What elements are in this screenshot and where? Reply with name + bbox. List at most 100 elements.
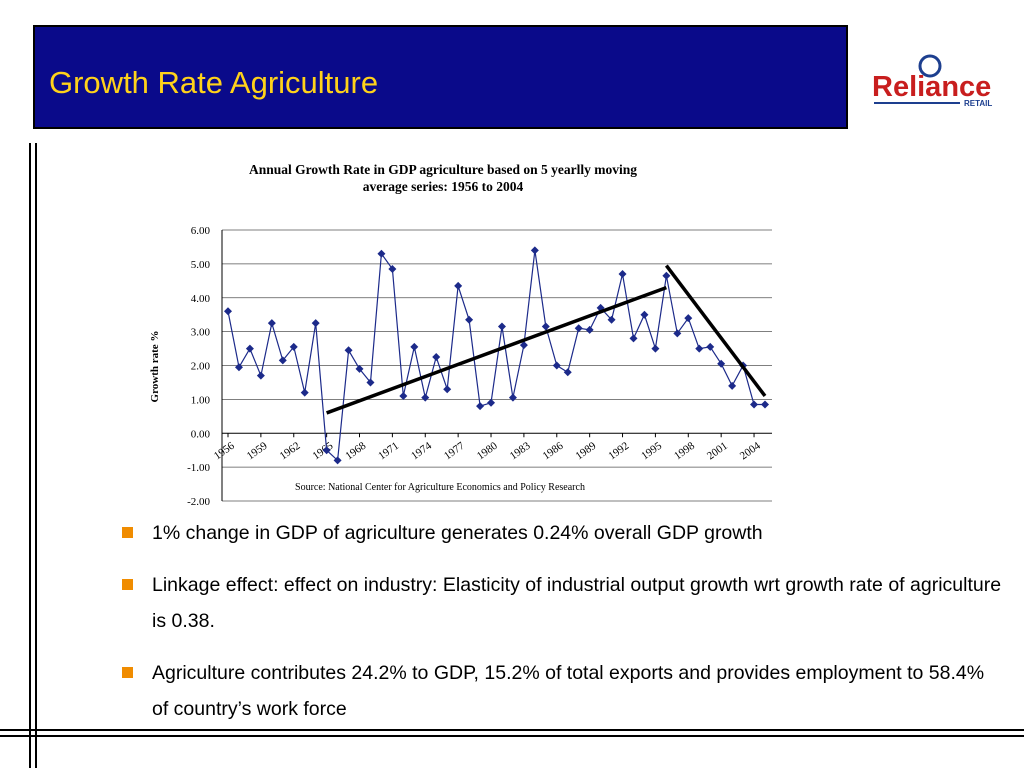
bottom-rule-upper [0,729,1024,731]
chart-subtitle: average series: 1956 to 2004 [363,179,524,194]
data-point [618,270,627,279]
x-tick-label: 1989 [573,440,598,463]
y-tick-label: -2.00 [187,496,210,508]
data-point [508,393,517,402]
bullet-text: 1% change in GDP of agriculture generate… [152,522,763,544]
trend-line [326,285,667,415]
data-point [651,344,660,353]
svg-text:RETAIL: RETAIL [964,99,992,108]
data-point [640,310,649,319]
x-tick-label: 1971 [376,440,401,462]
bullet-marker [122,667,133,678]
data-point [443,385,452,394]
data-point [377,249,386,258]
data-point [706,342,715,351]
bullet-list: 1% change in GDP of agriculture generate… [122,515,1002,743]
x-tick-label: 1986 [541,440,566,463]
y-tick-label: 2.00 [191,361,211,373]
left-rule-inner [35,143,37,768]
y-tick-label: 4.00 [191,293,211,305]
data-point [245,344,254,353]
bullet-item: Agriculture contributes 24.2% to GDP, 15… [122,655,1002,727]
data-point [322,446,331,455]
data-point [289,342,298,351]
data-point [454,281,463,290]
x-tick-label: 1968 [343,440,368,463]
y-tick-label: -1.00 [187,462,210,474]
data-point [366,378,375,387]
data-point [519,341,528,350]
svg-text:Reliance: Reliance [872,71,991,103]
y-tick-label: 3.00 [191,327,211,339]
data-point [629,334,638,343]
x-tick-label: 1974 [409,440,434,463]
data-point [563,368,572,377]
data-point [585,325,594,334]
data-point [278,356,287,365]
data-point [399,391,408,400]
y-tick-label: 5.00 [191,259,211,271]
data-point [684,314,693,323]
data-point [421,393,430,402]
x-tick-label: 1995 [639,440,664,463]
data-point [695,344,704,353]
x-tick-label: 1992 [606,440,631,462]
data-point [607,315,616,324]
y-tick-label: 0.00 [191,428,211,440]
data-point [465,315,474,324]
data-point [662,271,671,280]
x-tick-label: 1965 [310,440,335,463]
chart-title: Annual Growth Rate in GDP agriculture ba… [249,162,637,177]
y-tick-label: 1.00 [191,394,211,406]
x-tick-label: 1977 [442,440,467,463]
x-tick-label: 1956 [212,440,237,463]
data-point [432,353,441,362]
data-point [234,363,243,372]
data-point [541,322,550,331]
x-tick-label: 1959 [245,440,270,463]
data-point [388,264,397,273]
data-point [530,246,539,255]
bullet-item: Linkage effect: effect on industry: Elas… [122,567,1002,639]
x-tick-label: 2004 [738,440,763,463]
series-line [227,250,765,462]
data-point [761,400,769,409]
data-point [333,456,342,465]
data-point [224,307,232,316]
data-point [300,388,309,397]
data-point [311,319,320,328]
bullet-item: 1% change in GDP of agriculture generate… [122,515,1002,551]
x-tick-label: 1980 [475,440,500,463]
left-rule-outer [29,143,31,768]
data-point [476,402,485,411]
data-point [750,400,759,409]
data-point [673,329,682,338]
data-point [552,361,561,370]
x-tick-label: 1962 [278,440,303,462]
chart-source-note: Source: National Center for Agriculture … [295,482,585,493]
y-tick-label: 6.00 [191,225,211,237]
data-point [267,319,276,328]
data-point [344,346,353,355]
data-point [487,398,496,407]
x-tick-label: 1998 [672,440,697,463]
bullet-marker [122,527,133,538]
x-tick-label: 1983 [508,440,533,463]
data-point [574,324,583,333]
bottom-rule-lower [0,735,1024,737]
y-axis-label: Growth rate % [149,331,161,403]
data-point [728,381,737,390]
slide-title: Growth Rate Agriculture [49,65,379,100]
trend-line [664,264,767,398]
data-point [355,364,364,373]
data-point [410,342,419,351]
growth-rate-chart: Annual Growth Rate in GDP agriculture ba… [149,162,772,508]
bullet-text: Linkage effect: effect on industry: Elas… [152,574,1002,632]
data-point [497,322,506,331]
reliance-logo: Reliance RETAIL [872,54,992,108]
title-banner: Growth Rate Agriculture [33,25,848,129]
data-point [717,359,726,368]
bullet-text: Agriculture contributes 24.2% to GDP, 15… [152,662,985,720]
data-point [256,371,265,380]
bullet-marker [122,579,133,590]
